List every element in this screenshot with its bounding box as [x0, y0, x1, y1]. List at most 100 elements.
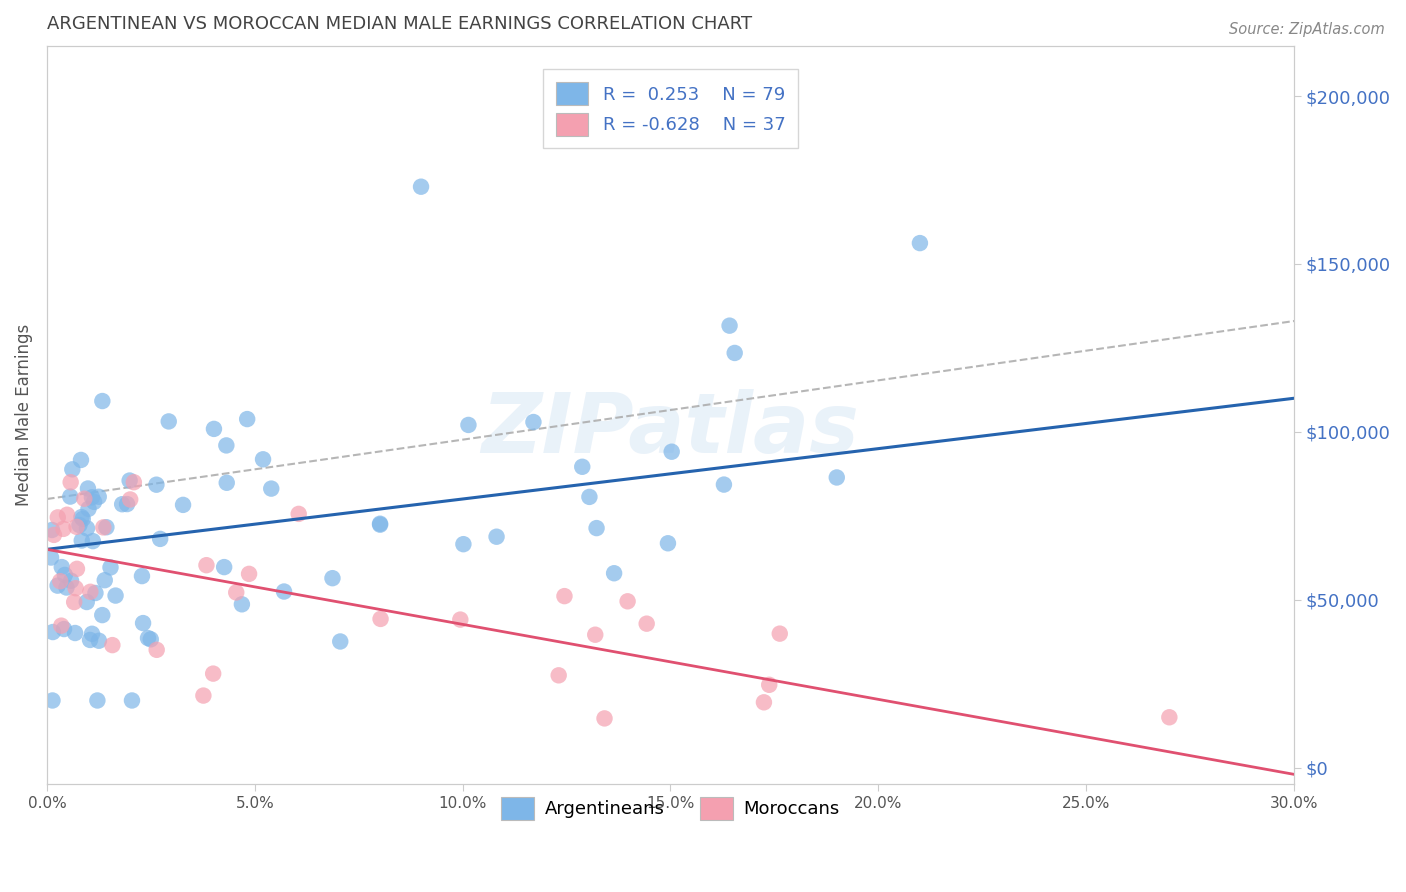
- Point: [172, 498, 194, 512]
- Point: [76, 595, 98, 609]
- Point: [273, 584, 295, 599]
- Point: [547, 668, 569, 682]
- Point: [215, 475, 238, 490]
- Point: [55, 581, 77, 595]
- Point: [60, 574, 83, 588]
- Point: [83, 495, 105, 509]
- Point: [370, 612, 392, 626]
- Point: [193, 689, 215, 703]
- Point: [236, 412, 259, 426]
- Point: [368, 517, 391, 532]
- Point: [72, 512, 94, 526]
- Point: [70, 533, 93, 548]
- Point: [49, 574, 72, 589]
- Point: [522, 415, 544, 429]
- Point: [145, 642, 167, 657]
- Point: [59, 475, 82, 490]
- Point: [571, 459, 593, 474]
- Point: [121, 693, 143, 707]
- Point: [225, 585, 247, 599]
- Point: [101, 638, 124, 652]
- Point: [69, 518, 91, 533]
- Point: [260, 482, 283, 496]
- Point: [39, 550, 62, 565]
- Point: [131, 569, 153, 583]
- Point: [118, 474, 141, 488]
- Point: [65, 581, 87, 595]
- Point: [202, 422, 225, 436]
- Point: [724, 346, 747, 360]
- Point: [713, 477, 735, 491]
- Point: [51, 618, 73, 632]
- Point: [100, 560, 122, 574]
- Point: [457, 417, 479, 432]
- Point: [93, 520, 115, 534]
- Point: [145, 477, 167, 491]
- Text: ZIPatlas: ZIPatlas: [481, 389, 859, 470]
- Point: [1159, 710, 1181, 724]
- Point: [657, 536, 679, 550]
- Point: [76, 521, 98, 535]
- Point: [593, 711, 616, 725]
- Point: [115, 497, 138, 511]
- Point: [368, 516, 391, 531]
- Point: [585, 521, 607, 535]
- Point: [59, 490, 82, 504]
- Point: [136, 631, 159, 645]
- Point: [553, 589, 575, 603]
- Point: [603, 566, 626, 581]
- Point: [87, 633, 110, 648]
- Point: [287, 507, 309, 521]
- Point: [77, 482, 100, 496]
- Point: [202, 666, 225, 681]
- Point: [94, 573, 117, 587]
- Point: [149, 532, 172, 546]
- Point: [96, 520, 118, 534]
- Point: [120, 492, 142, 507]
- Point: [42, 528, 65, 542]
- Point: [82, 534, 104, 549]
- Text: Source: ZipAtlas.com: Source: ZipAtlas.com: [1229, 22, 1385, 37]
- Y-axis label: Median Male Earnings: Median Male Earnings: [15, 324, 32, 506]
- Point: [238, 566, 260, 581]
- Point: [111, 497, 134, 511]
- Point: [77, 501, 100, 516]
- Point: [46, 510, 69, 524]
- Point: [53, 567, 76, 582]
- Point: [91, 394, 114, 409]
- Point: [63, 595, 86, 609]
- Point: [56, 508, 79, 522]
- Point: [758, 678, 780, 692]
- Point: [41, 523, 63, 537]
- Point: [578, 490, 600, 504]
- Point: [42, 625, 65, 640]
- Point: [104, 589, 127, 603]
- Point: [661, 444, 683, 458]
- Point: [769, 626, 792, 640]
- Point: [63, 626, 86, 640]
- Point: [215, 438, 238, 452]
- Point: [73, 491, 96, 506]
- Point: [252, 452, 274, 467]
- Point: [52, 522, 75, 536]
- Point: [65, 520, 87, 534]
- Point: [79, 632, 101, 647]
- Point: [70, 453, 93, 467]
- Point: [51, 560, 73, 574]
- Point: [409, 179, 432, 194]
- Point: [132, 616, 155, 631]
- Point: [231, 597, 253, 611]
- Point: [329, 634, 352, 648]
- Point: [46, 579, 69, 593]
- Point: [66, 562, 89, 576]
- Point: [718, 318, 741, 333]
- Point: [87, 490, 110, 504]
- Point: [485, 530, 508, 544]
- Point: [453, 537, 475, 551]
- Point: [636, 616, 658, 631]
- Point: [91, 608, 114, 623]
- Point: [195, 558, 218, 573]
- Point: [583, 628, 606, 642]
- Point: [53, 622, 76, 636]
- Point: [616, 594, 638, 608]
